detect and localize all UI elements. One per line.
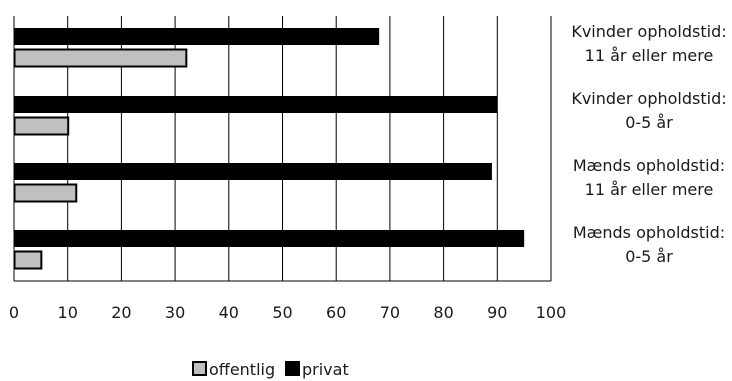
- x-tick-label: 0: [9, 303, 19, 322]
- bar-offentlig: [15, 118, 69, 135]
- bar-privat: [14, 163, 492, 180]
- category-label: Kvinder opholdstid:: [571, 22, 726, 41]
- bars: [14, 28, 524, 269]
- legend-label: privat: [302, 360, 349, 379]
- x-tick-label: 20: [111, 303, 131, 322]
- category-labels: Kvinder opholdstid: 11 år eller mere Kvind…: [571, 22, 726, 266]
- category-label: Kvinder opholdstid:: [571, 89, 726, 108]
- x-tick-label: 90: [487, 303, 507, 322]
- x-tick-label: 10: [58, 303, 78, 322]
- bar-privat: [14, 28, 379, 45]
- legend: offentlig privat: [193, 360, 349, 379]
- x-tick-label: 50: [272, 303, 292, 322]
- category-label: Mænds opholdstid:: [573, 223, 725, 242]
- bar-privat: [14, 96, 497, 113]
- x-tick-label: 70: [380, 303, 400, 322]
- x-tick-label: 30: [165, 303, 185, 322]
- bar-offentlig: [15, 185, 77, 202]
- bar-privat: [14, 230, 524, 247]
- category-label: Mænds opholdstid:: [573, 156, 725, 175]
- legend-item: privat: [286, 360, 349, 379]
- legend-swatch: [286, 362, 299, 375]
- legend-swatch: [193, 362, 206, 375]
- category-label: 11 år eller mere: [585, 46, 714, 65]
- category-label: 0-5 år: [625, 113, 673, 132]
- x-tick-label: 40: [219, 303, 239, 322]
- x-tick-label: 100: [536, 303, 567, 322]
- x-tick-label: 60: [326, 303, 346, 322]
- category-label: 0-5 år: [625, 247, 673, 266]
- category-label: 11 år eller mere: [585, 180, 714, 199]
- x-tick-label: 80: [433, 303, 453, 322]
- bar-offentlig: [15, 50, 187, 67]
- legend-label: offentlig: [209, 360, 275, 379]
- bar-offentlig: [15, 252, 42, 269]
- x-axis: 0 10 20 30 40 50 60 70 80 90 100: [9, 303, 566, 322]
- legend-item: offentlig: [193, 360, 275, 379]
